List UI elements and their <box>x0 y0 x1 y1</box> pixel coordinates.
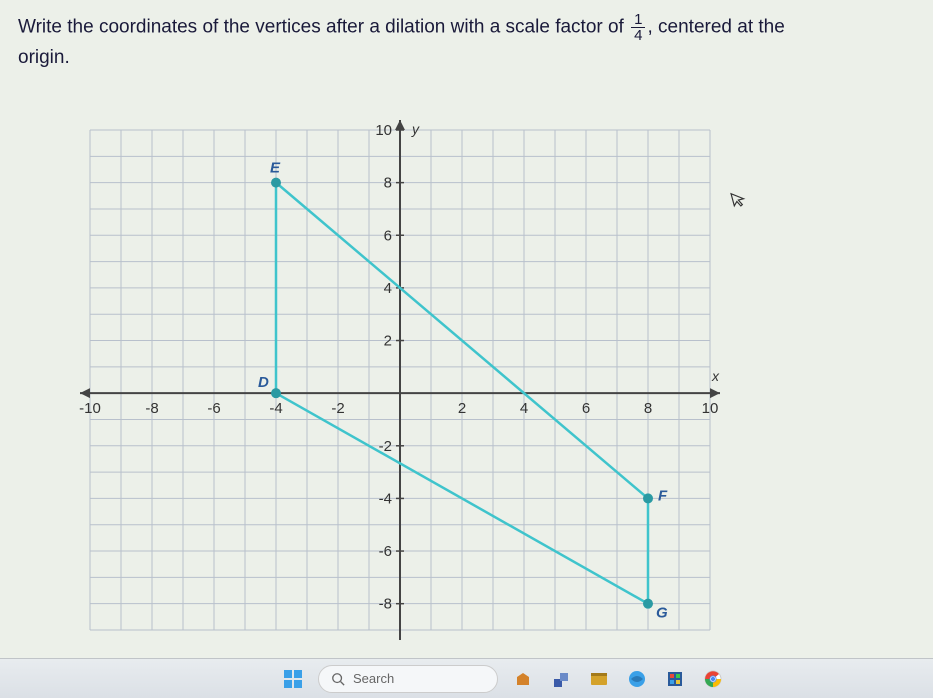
svg-text:G: G <box>656 605 668 622</box>
svg-text:4: 4 <box>384 280 392 297</box>
svg-text:-2: -2 <box>331 400 344 417</box>
svg-text:2: 2 <box>384 333 392 350</box>
svg-text:F: F <box>658 487 668 504</box>
taskbar-app-2[interactable] <box>548 666 574 692</box>
question-part2: , centered at the <box>647 17 784 38</box>
coordinate-grid: xy-10-8-6-4-2246810-8-6-4-2246810DEFG <box>70 110 730 650</box>
svg-text:8: 8 <box>644 400 652 417</box>
svg-text:10: 10 <box>702 400 719 417</box>
taskbar-app-3[interactable] <box>586 666 612 692</box>
search-placeholder: Search <box>353 671 394 686</box>
svg-text:10: 10 <box>375 122 392 139</box>
cursor-icon <box>728 188 750 210</box>
svg-text:-8: -8 <box>145 400 158 417</box>
svg-text:6: 6 <box>384 227 392 244</box>
taskbar-app-4[interactable] <box>624 666 650 692</box>
fraction-numerator: 1 <box>631 12 645 28</box>
svg-text:D: D <box>258 374 269 391</box>
svg-text:E: E <box>270 160 281 177</box>
svg-text:6: 6 <box>582 400 590 417</box>
start-icon[interactable] <box>280 666 306 692</box>
question-text: Write the coordinates of the vertices af… <box>0 0 933 73</box>
svg-text:-6: -6 <box>379 543 392 560</box>
svg-text:-4: -4 <box>269 400 282 417</box>
svg-text:y: y <box>411 121 420 137</box>
taskbar-app-1[interactable] <box>510 666 536 692</box>
grid-svg: xy-10-8-6-4-2246810-8-6-4-2246810DEFG <box>70 110 730 650</box>
svg-text:-4: -4 <box>379 490 392 507</box>
question-part3: origin. <box>18 47 70 68</box>
scale-factor-fraction: 1 4 <box>631 12 645 43</box>
svg-text:-10: -10 <box>79 400 101 417</box>
svg-text:8: 8 <box>384 175 392 192</box>
svg-text:2: 2 <box>458 400 466 417</box>
question-part1: Write the coordinates of the vertices af… <box>18 17 629 38</box>
search-icon <box>331 672 345 686</box>
fraction-denominator: 4 <box>631 28 645 43</box>
svg-text:-8: -8 <box>379 596 392 613</box>
taskbar-app-5[interactable] <box>662 666 688 692</box>
svg-text:x: x <box>711 368 720 384</box>
svg-text:4: 4 <box>520 400 528 417</box>
taskbar-app-6[interactable] <box>700 666 726 692</box>
taskbar-search[interactable]: Search <box>318 665 498 693</box>
taskbar: Search <box>0 658 933 698</box>
svg-text:-6: -6 <box>207 400 220 417</box>
